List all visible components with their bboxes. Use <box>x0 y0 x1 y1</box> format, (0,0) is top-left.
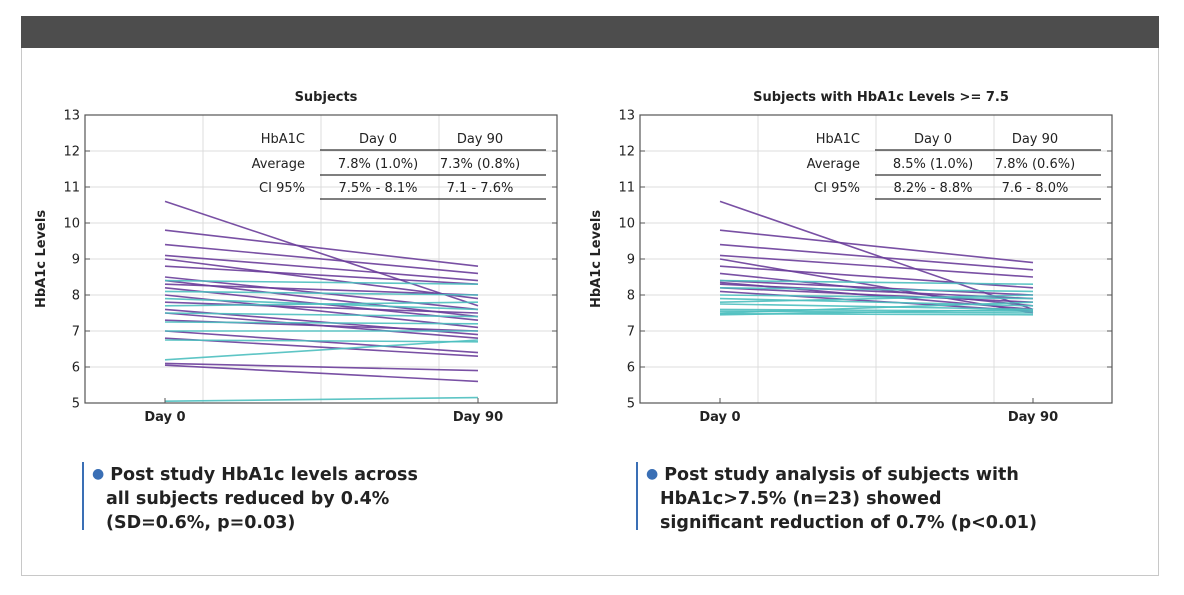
y-tick-label: 7 <box>627 325 635 340</box>
series-line-teal <box>719 287 1034 293</box>
bullet-line-3: significant reduction of 0.7% (p<0.01) <box>660 513 1037 533</box>
series-line-purple <box>164 200 479 307</box>
series-line-teal <box>164 321 479 325</box>
y-tick-label: 11 <box>618 181 635 196</box>
series-line-purple <box>164 258 479 300</box>
x-tick-label: Day 0 <box>144 410 185 425</box>
series-line-teal <box>719 294 1034 303</box>
y-tick-label: 11 <box>63 181 80 196</box>
bullet-dot-icon: ● <box>92 466 105 482</box>
table-cell-day90: 7.6 - 8.0% <box>1002 181 1069 196</box>
bullet-line-1: ● Post study HbA1c levels across <box>92 462 572 487</box>
series-line-teal <box>164 339 479 361</box>
table-cell-day0: 8.5% (1.0%) <box>893 157 973 172</box>
table-header-label: HbA1C <box>816 132 860 147</box>
x-tick-label: Day 0 <box>699 410 740 425</box>
series-line-teal <box>164 339 479 343</box>
series-line-teal <box>719 308 1034 316</box>
series-line-teal <box>719 301 1034 314</box>
series-line-purple <box>164 337 479 357</box>
chart-subjects-high-hba1c: Subjects with HbA1c Levels >= 7.5 5 6 7 8 9 10… <box>589 90 1113 425</box>
y-tick-label: 6 <box>627 361 635 376</box>
series-line-teal <box>164 396 479 402</box>
y-tick-label: 8 <box>627 289 635 304</box>
table-header-day0: Day 0 <box>359 132 397 147</box>
series-line-purple <box>719 243 1034 271</box>
series-line-purple <box>719 287 1034 303</box>
bullet-line-1: ● Post study analysis of subjects with <box>646 462 1166 487</box>
series-line-purple <box>164 229 479 267</box>
series-line-teal <box>164 312 479 318</box>
table-header-day90: Day 90 <box>457 132 503 147</box>
bullet-summary-high: ● Post study analysis of subjects with Hb… <box>636 462 1166 533</box>
series-line-teal <box>719 294 1034 300</box>
table-cell-day0: 7.5% - 8.1% <box>338 181 417 196</box>
table-cell-day90: 7.1 - 7.6% <box>447 181 514 196</box>
y-tick-label: 10 <box>63 217 80 232</box>
chart-title: Subjects <box>295 90 358 105</box>
series-line-purple <box>164 265 479 285</box>
series-line-teal <box>719 279 1034 285</box>
series-line-purple <box>164 243 479 275</box>
y-tick-label: 9 <box>627 253 635 268</box>
y-tick-label: 9 <box>72 253 80 268</box>
table-row-label: CI 95% <box>814 181 860 196</box>
series-line-teal <box>164 279 479 285</box>
bullet-line-2: all subjects reduced by 0.4% <box>106 489 390 509</box>
series-line-purple <box>719 279 1034 296</box>
series-line-purple <box>164 301 479 314</box>
table-cell-day0: 7.8% (1.0%) <box>338 157 418 172</box>
bullet-line-2: HbA1c>7.5% (n=23) showed <box>660 489 942 509</box>
series-line-teal <box>719 303 1034 311</box>
y-tick-label: 5 <box>627 397 635 412</box>
table-header-label: HbA1C <box>261 132 305 147</box>
table-cell-day90: 7.8% (0.6%) <box>995 157 1075 172</box>
chart-subjects: Subjects 5 6 7 8 9 10 11 12 13 Day 0 Day 90 HbA1c Le… <box>34 90 558 425</box>
bullet-line-3: (SD=0.6%, p=0.03) <box>106 513 296 533</box>
y-tick-label: 8 <box>72 289 80 304</box>
series-line-teal <box>164 301 479 307</box>
y-tick-label: 12 <box>63 145 80 160</box>
bullet-dot-icon: ● <box>646 466 659 482</box>
table-cell-day0: 8.2% - 8.8% <box>893 181 972 196</box>
table-row-label: CI 95% <box>259 181 305 196</box>
y-tick-label: 5 <box>72 397 80 412</box>
series-line-purple <box>164 330 479 354</box>
y-tick-label: 13 <box>618 109 635 124</box>
series-line-purple <box>719 254 1034 278</box>
table-header-day90: Day 90 <box>1012 132 1058 147</box>
y-tick-label: 12 <box>618 145 635 160</box>
y-tick-label: 7 <box>72 325 80 340</box>
series-line-purple <box>164 362 479 372</box>
y-tick-label: 13 <box>63 109 80 124</box>
x-tick-label: Day 90 <box>1008 410 1058 425</box>
table-row-label: Average <box>252 157 305 172</box>
series-line-purple <box>164 283 479 296</box>
series-line-purple <box>719 229 1034 264</box>
table-cell-day90: 7.3% (0.8%) <box>440 157 520 172</box>
table-header-day0: Day 0 <box>914 132 952 147</box>
y-tick-label: 10 <box>618 217 635 232</box>
chart-title: Subjects with HbA1c Levels >= 7.5 <box>753 90 1009 105</box>
x-tick-label: Day 90 <box>453 410 503 425</box>
table-row-label: Average <box>807 157 860 172</box>
bullet-text: Post study HbA1c levels across <box>110 465 418 485</box>
y-axis-label: HbA1c Levels <box>34 210 49 308</box>
y-tick-label: 6 <box>72 361 80 376</box>
series-line-purple <box>164 254 479 282</box>
header-bar <box>21 16 1159 48</box>
bullet-summary-all: ● Post study HbA1c levels across all subj… <box>82 462 572 533</box>
bullet-text: Post study analysis of subjects with <box>664 465 1019 485</box>
series-line-teal <box>164 290 479 296</box>
series-line-purple <box>164 364 479 383</box>
y-axis-label: HbA1c Levels <box>589 210 604 308</box>
